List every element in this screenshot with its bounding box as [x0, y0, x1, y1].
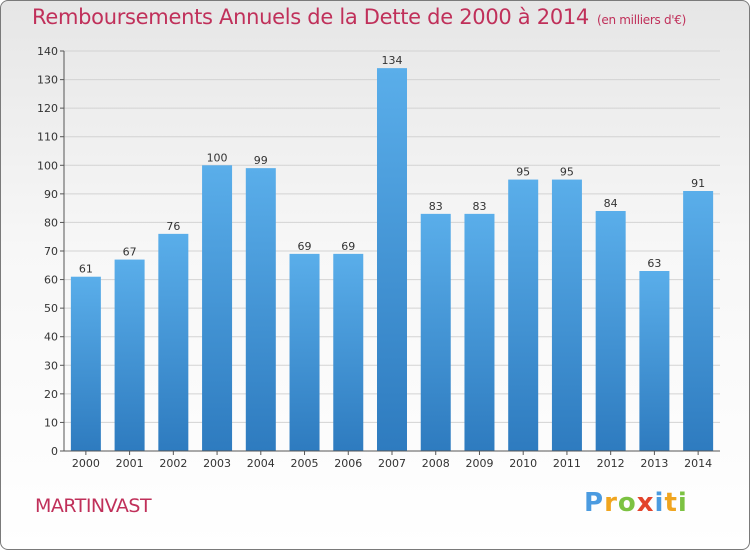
y-tick-label: 130	[37, 74, 58, 87]
bar	[420, 213, 451, 451]
y-tick-label: 60	[44, 274, 58, 287]
bar-value-label: 67	[123, 246, 137, 259]
x-tick-label: 2000	[72, 457, 100, 470]
bar-value-label: 61	[79, 263, 93, 276]
bar-value-label: 69	[298, 240, 312, 253]
x-tick-label: 2011	[553, 457, 581, 470]
bar-value-label: 83	[472, 200, 486, 213]
x-tick-label: 2013	[640, 457, 668, 470]
bar	[377, 68, 407, 452]
bar	[464, 213, 495, 451]
x-tick-label: 2010	[509, 457, 537, 470]
y-tick-label: 30	[44, 359, 58, 372]
bar-value-label: 84	[604, 197, 618, 210]
y-tick-label: 50	[44, 302, 58, 315]
x-tick-label: 2001	[116, 457, 144, 470]
bar	[683, 191, 714, 451]
y-tick-label: 110	[37, 131, 58, 144]
x-tick-label: 2005	[291, 457, 319, 470]
x-tick-label: 2009	[465, 457, 493, 470]
bar	[70, 276, 101, 451]
bar	[639, 271, 670, 451]
y-tick-label: 10	[44, 416, 58, 429]
y-tick-label: 80	[44, 216, 58, 229]
bar	[114, 259, 145, 451]
y-tick-label: 120	[37, 102, 58, 115]
x-tick-label: 2014	[684, 457, 712, 470]
x-tick-label: 2002	[159, 457, 187, 470]
bars: 61 67 76 100 99 69 69 134 83 83 95 95 84 63 91	[70, 54, 714, 452]
bar-value-label: 99	[254, 154, 268, 167]
x-tick-label: 2012	[597, 457, 625, 470]
chart-title: Remboursements Annuels de la Dette de 20…	[32, 5, 686, 29]
x-tick-label: 2004	[247, 457, 275, 470]
bar-value-label: 83	[429, 200, 443, 213]
bar-value-label: 69	[341, 240, 355, 253]
bar-value-label: 76	[166, 220, 180, 233]
bar	[551, 179, 582, 452]
chart-title-text: Remboursements Annuels de la Dette de 20…	[32, 5, 589, 29]
bar-value-label: 63	[647, 257, 661, 270]
y-tick-label: 0	[51, 445, 58, 458]
bar-value-label: 100	[207, 151, 228, 164]
bar-value-label: 95	[560, 166, 574, 179]
bar	[289, 253, 320, 451]
bar	[508, 179, 539, 452]
bar	[333, 253, 364, 451]
place-name: MARTINVAST	[35, 495, 152, 517]
x-tick-label: 2007	[378, 457, 406, 470]
y-tick-label: 100	[37, 159, 58, 172]
chart-unit: (en milliers d'€)	[597, 13, 687, 27]
axes: 0 10 20 30 40 50 60 70 80 90 100 110 120 130 140 2000 20…	[37, 45, 720, 470]
bar	[158, 233, 189, 451]
x-tick-label: 2003	[203, 457, 231, 470]
proxiti-logo: Proxiti	[584, 488, 688, 518]
bar	[202, 165, 233, 452]
bar-value-label: 95	[516, 166, 530, 179]
bar-value-label: 134	[382, 54, 403, 67]
bar	[595, 211, 626, 451]
bar-value-label: 91	[691, 177, 705, 190]
y-tick-label: 40	[44, 331, 58, 344]
x-tick-label: 2006	[334, 457, 362, 470]
bar	[245, 168, 276, 451]
y-tick-label: 70	[44, 245, 58, 258]
y-tick-label: 20	[44, 388, 58, 401]
x-tick-label: 2008	[422, 457, 450, 470]
y-tick-label: 90	[44, 188, 58, 201]
y-tick-label: 140	[37, 45, 58, 58]
